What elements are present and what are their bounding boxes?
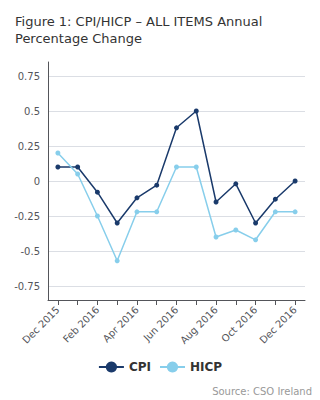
- svg-text:Percentage Change: Percentage Change: [15, 31, 142, 46]
- svg-text:Dec 2015: Dec 2015: [20, 304, 62, 346]
- svg-text:-0.25: -0.25: [14, 211, 40, 222]
- svg-text:Aug 2016: Aug 2016: [178, 304, 220, 346]
- svg-text:Figure 1: CPI/HICP – ALL ITEMS: Figure 1: CPI/HICP – ALL ITEMS Annual: [15, 14, 262, 29]
- svg-text:HICP: HICP: [190, 360, 222, 374]
- svg-text:0.5: 0.5: [24, 106, 40, 117]
- svg-text:-0.5: -0.5: [20, 246, 40, 257]
- svg-text:Jun 2016: Jun 2016: [141, 304, 181, 344]
- svg-text:Feb 2016: Feb 2016: [61, 304, 101, 344]
- svg-text:Oct 2016: Oct 2016: [219, 304, 259, 344]
- svg-text:Dec 2016: Dec 2016: [257, 304, 299, 346]
- svg-text:0.75: 0.75: [18, 71, 40, 82]
- svg-text:CPI: CPI: [129, 360, 151, 374]
- svg-text:Source: CSO Ireland: Source: CSO Ireland: [212, 386, 312, 397]
- svg-text:0: 0: [34, 176, 40, 187]
- svg-text:Apr 2016: Apr 2016: [101, 304, 141, 344]
- svg-text:0.25: 0.25: [18, 141, 40, 152]
- svg-text:-0.75: -0.75: [14, 281, 40, 292]
